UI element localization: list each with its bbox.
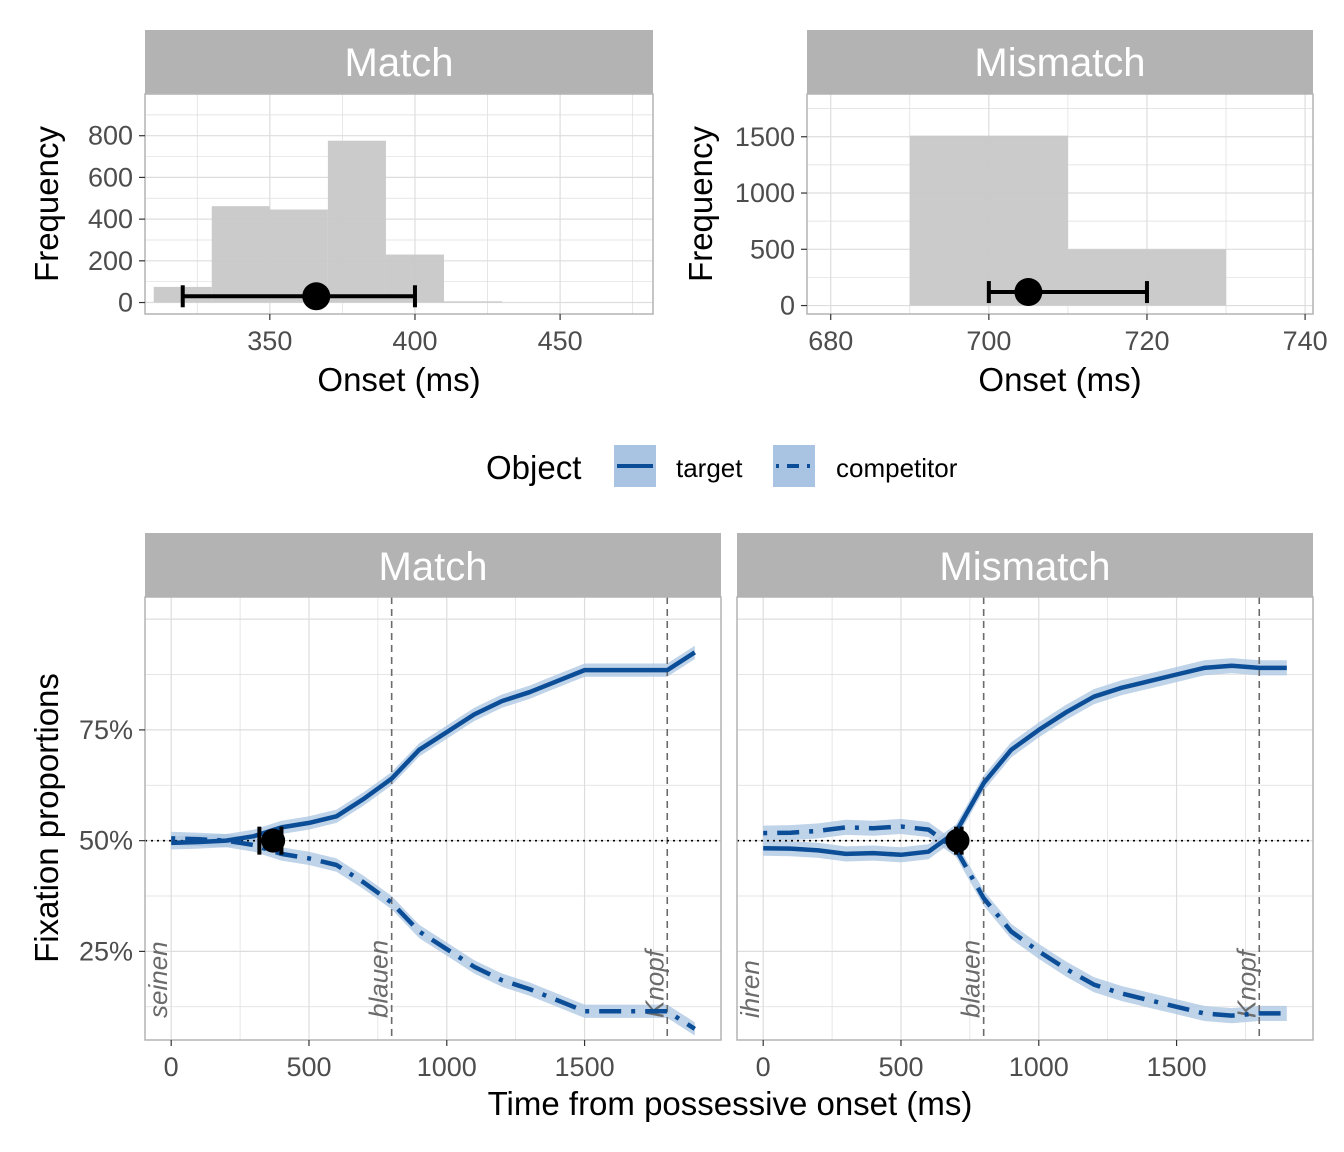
mismatch-timecourse-word-label: ihren — [735, 960, 765, 1018]
match-timecourse-target-ribbon — [171, 645, 695, 850]
mismatch-timecourse-mean-point — [945, 828, 970, 853]
match-histogram-border — [144, 93, 654, 315]
match-timecourse-competitor-line — [171, 836, 697, 1031]
mismatch-histogram-x-tick-label: 680 — [808, 326, 853, 356]
mismatch-histogram-mean-point — [1014, 278, 1043, 307]
match-timecourse-border — [144, 596, 722, 1041]
mismatch-timecourse-x-tick-label: 1000 — [1009, 1052, 1069, 1082]
mismatch-histogram-y-axis-title: Frequency — [682, 126, 719, 282]
match-histogram-strip — [145, 30, 653, 94]
mismatch-histogram-x-tick-label: 720 — [1124, 326, 1169, 356]
mismatch-timecourse-x-tick-label: 1500 — [1147, 1052, 1207, 1082]
mismatch-histogram-y-tick-label: 1500 — [735, 122, 795, 152]
legend-label-competitor: competitor — [836, 453, 958, 483]
match-timecourse-x-tick-label: 0 — [164, 1052, 179, 1082]
match-histogram-bar — [211, 206, 270, 303]
match-histogram-x-tick-label: 400 — [392, 326, 437, 356]
mismatch-timecourse-competitor-line — [763, 824, 1287, 1018]
match-histogram-x-axis-title: Onset (ms) — [317, 361, 480, 398]
match-timecourse-strip — [145, 533, 721, 597]
legend-key-target — [614, 445, 656, 487]
match-histogram-y-tick-label: 0 — [118, 288, 133, 318]
match-timecourse-x-tick-label: 1000 — [417, 1052, 477, 1082]
legend-title: Object — [486, 449, 581, 486]
match-histogram-y-tick-label: 600 — [88, 162, 133, 192]
mismatch-timecourse-x-tick-label: 0 — [756, 1052, 771, 1082]
mismatch-histogram-x-tick-label: 740 — [1283, 326, 1328, 356]
mismatch-timecourse-word-label: blauen — [956, 940, 986, 1018]
match-histogram-y-axis-title: Frequency — [28, 126, 65, 282]
legend-label-target: target — [676, 453, 743, 483]
match-timecourse-word-label: blauen — [364, 940, 394, 1018]
mismatch-timecourse-panel: Mismatch ihren blauen Knopf 0 500 1000 1500 — [735, 533, 1314, 1082]
match-timecourse-x-tick-label: 500 — [286, 1052, 331, 1082]
mismatch-timecourse-target-line — [763, 663, 1287, 858]
mismatch-histogram-bar — [909, 135, 1068, 306]
match-timecourse-competitor-ribbon — [171, 831, 695, 1036]
match-timecourse-target-line — [171, 650, 697, 846]
mismatch-timecourse-x-tick-label: 500 — [878, 1052, 923, 1082]
match-histogram-y-tick-label: 400 — [88, 204, 133, 234]
match-timecourse-word-label: seinen — [143, 941, 173, 1018]
timecourse-y-axis-title: Fixation proportions — [28, 673, 65, 963]
mismatch-timecourse-border — [736, 596, 1314, 1041]
mismatch-histogram-strip — [807, 30, 1313, 94]
match-timecourse-y-tick-label: 75% — [79, 715, 133, 745]
match-histogram-x-tick-label: 350 — [247, 326, 292, 356]
match-timecourse-strip-label: Match — [379, 545, 488, 589]
match-histogram-mean-point — [302, 282, 331, 311]
mismatch-histogram-y-tick-label: 500 — [750, 234, 795, 264]
mismatch-timecourse-word-label: Knopf — [1231, 947, 1261, 1018]
mismatch-histogram-y-tick-label: 0 — [780, 291, 795, 321]
match-timecourse-word-label: Knopf — [639, 947, 669, 1018]
match-timecourse-y-tick-label: 25% — [79, 936, 133, 966]
match-timecourse-y-tick-label: 50% — [79, 826, 133, 856]
match-histogram-bar — [443, 301, 503, 303]
match-timecourse-panel: Match seinen blauen Knopf 0 500 1000 1500 25%… — [79, 533, 722, 1082]
match-timecourse-mean-point — [261, 828, 286, 853]
timecourse-x-axis-title: Time from possessive onset (ms) — [488, 1085, 973, 1122]
mismatch-histogram-x-tick-label: 700 — [966, 326, 1011, 356]
match-histogram-panel: Match 350 400 450 0 200 400 600 800 Onset (ms)… — [28, 30, 654, 398]
mismatch-histogram-panel: Mismatch 680 700 720 740 0 500 1000 1500 Onset… — [682, 30, 1328, 398]
match-histogram-y-tick-label: 800 — [88, 121, 133, 151]
match-timecourse-x-tick-label: 1500 — [555, 1052, 615, 1082]
match-histogram-x-tick-label: 450 — [538, 326, 583, 356]
match-histogram-bar — [327, 140, 386, 303]
legend-key-competitor — [773, 445, 815, 487]
mismatch-timecourse-strip-label: Mismatch — [939, 545, 1110, 589]
mismatch-histogram-x-axis-title: Onset (ms) — [978, 361, 1141, 398]
mismatch-histogram-strip-label: Mismatch — [974, 41, 1145, 85]
match-histogram-y-tick-label: 200 — [88, 246, 133, 276]
mismatch-histogram-border — [806, 93, 1314, 315]
mismatch-timecourse-strip — [737, 533, 1313, 597]
match-histogram-strip-label: Match — [345, 41, 454, 85]
mismatch-histogram-y-tick-label: 1000 — [735, 178, 795, 208]
legend: Object target competitor — [486, 445, 958, 487]
